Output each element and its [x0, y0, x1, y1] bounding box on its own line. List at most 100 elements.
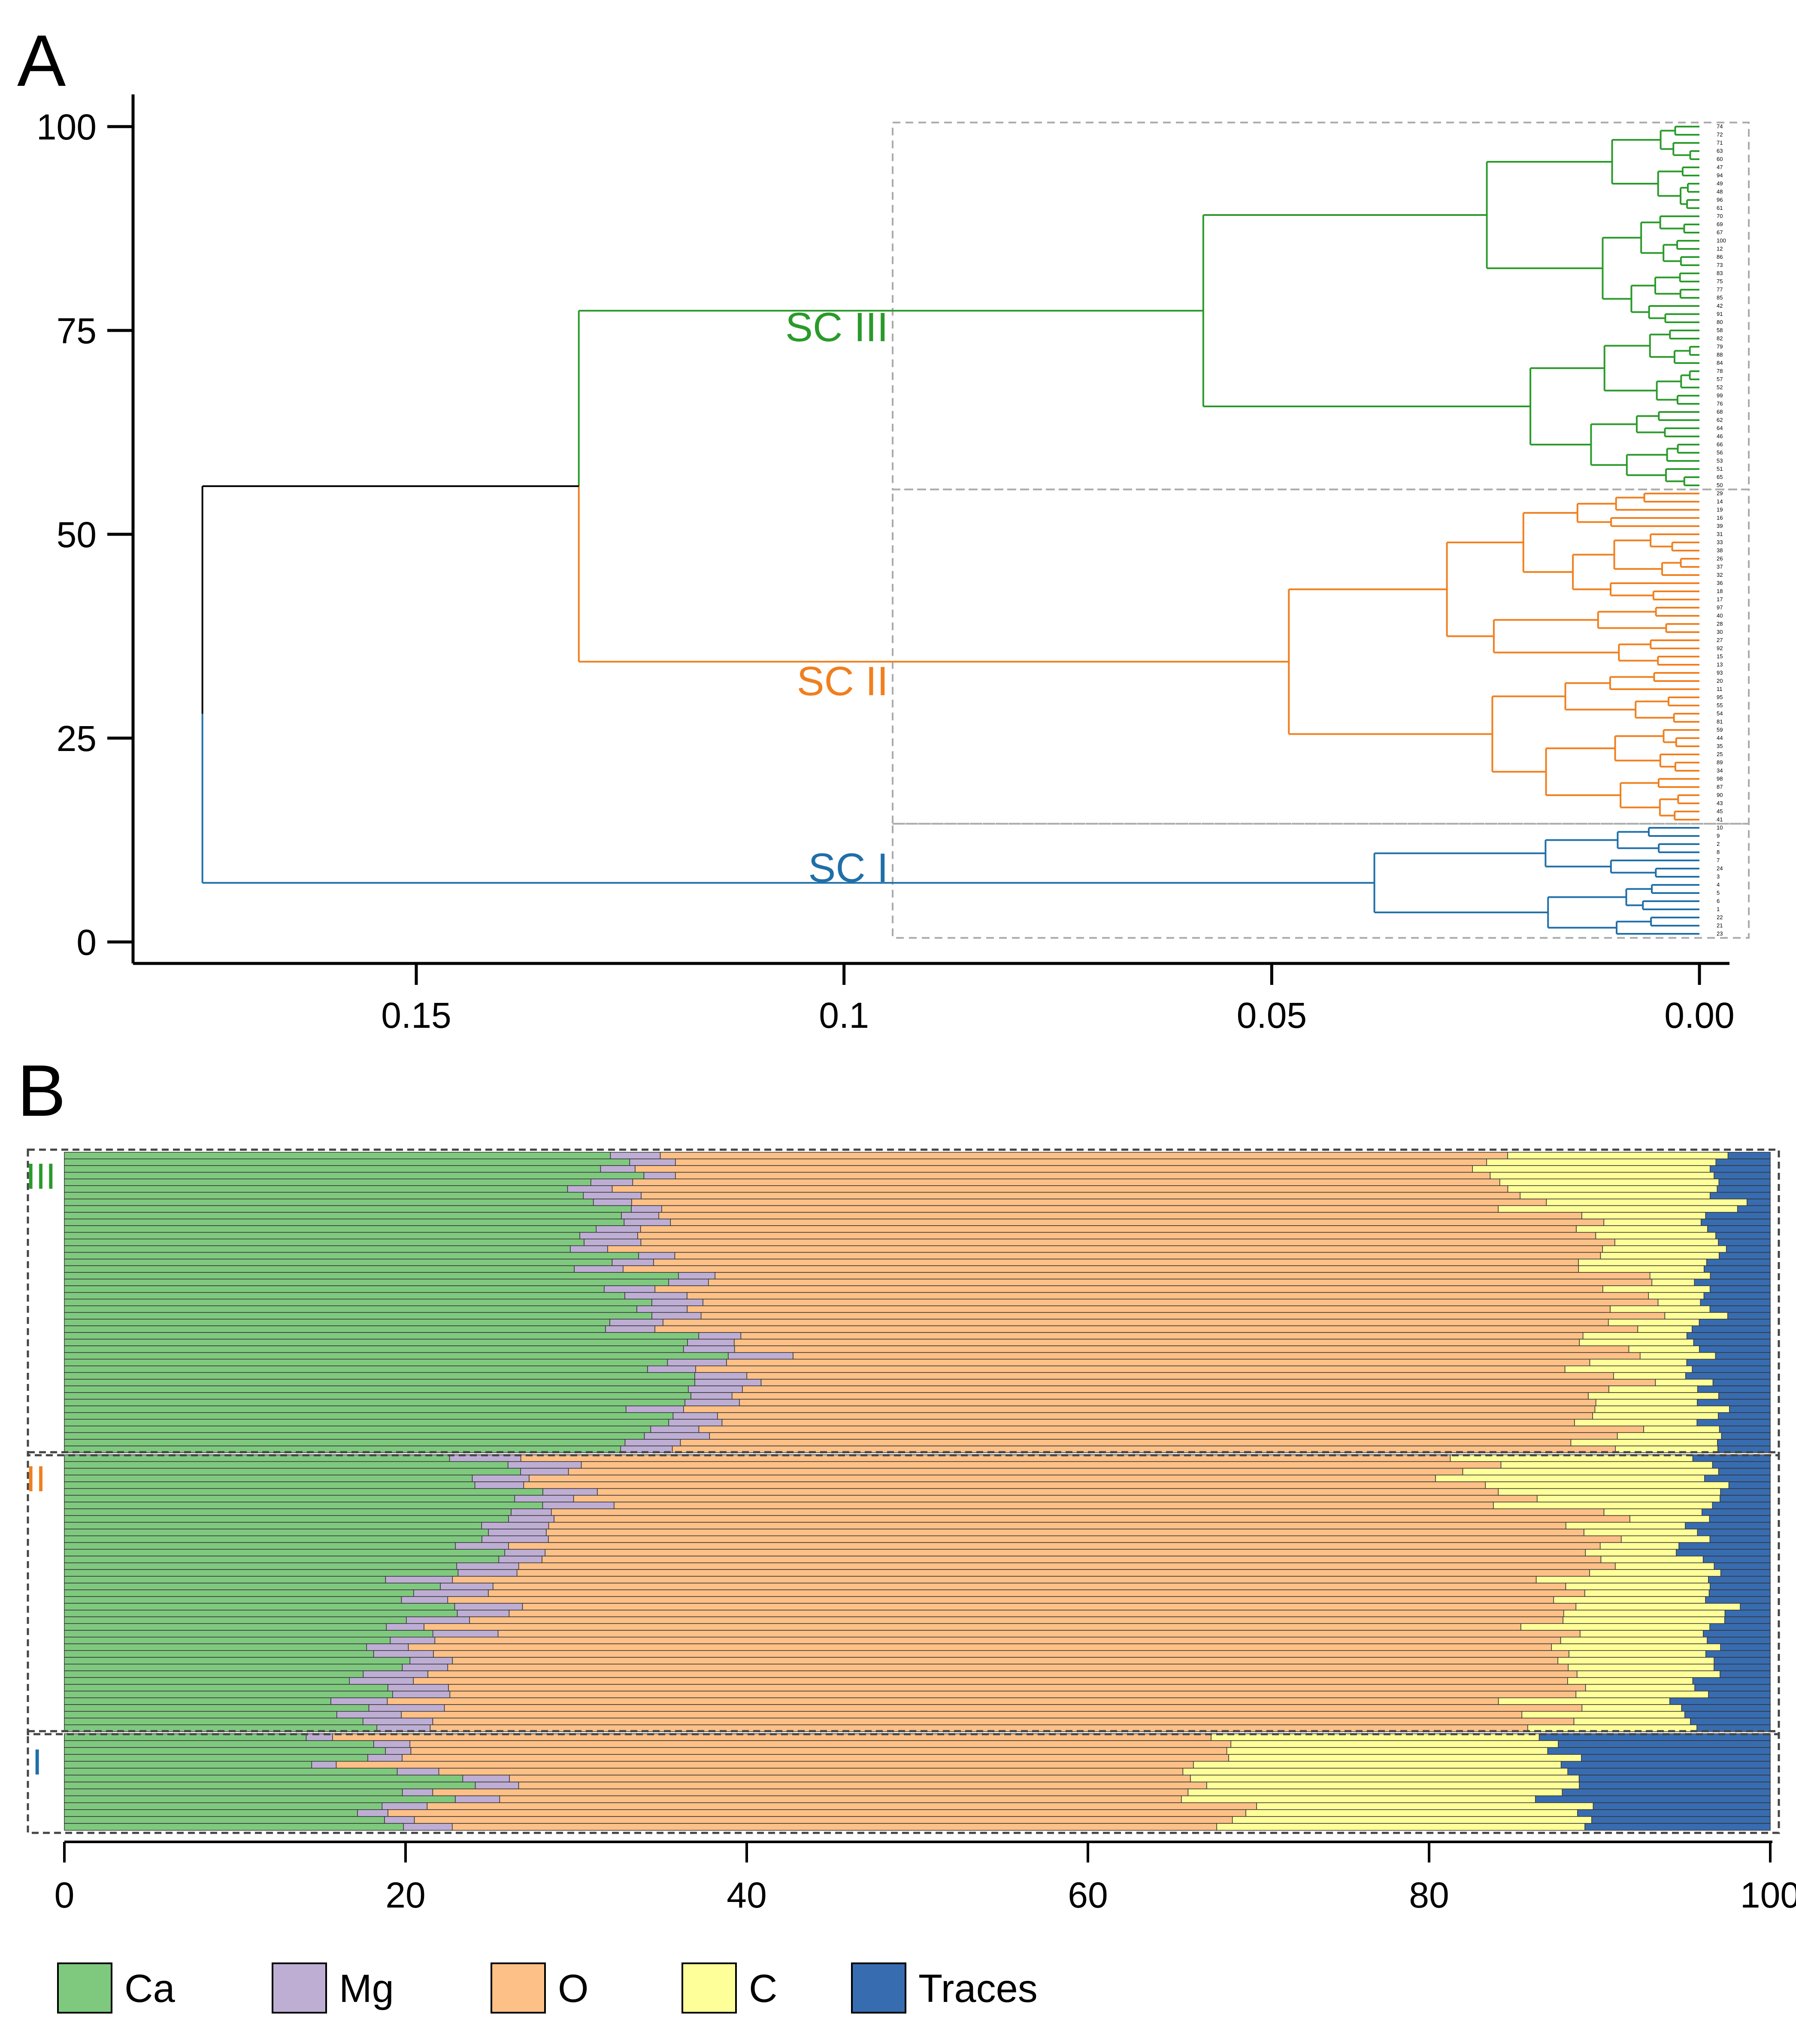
leaf-label: 89	[1717, 759, 1723, 766]
bar-segment-o	[680, 1439, 1572, 1447]
bar-segment-o	[654, 1285, 1603, 1293]
bar-segment-o	[518, 1562, 1616, 1570]
leaf-label: 10	[1717, 824, 1723, 831]
panel-a-letter: A	[17, 20, 66, 102]
bar-segment-o	[734, 1345, 1629, 1353]
bar-segment-c	[1615, 1562, 1715, 1570]
bar-segment-c	[1621, 1535, 1711, 1543]
bar-segment-ca	[64, 1199, 594, 1206]
bar-segment-c	[1617, 1432, 1722, 1440]
legend-swatch-mg	[272, 1962, 327, 2014]
bar-segment-ca	[64, 1205, 632, 1213]
bar-segment-ca	[64, 1412, 674, 1420]
x-tick-label: 0.05	[1237, 995, 1307, 1036]
bar-segment-o	[614, 1502, 1494, 1509]
group-i-label: I	[32, 1742, 42, 1782]
bar-segment-o	[554, 1515, 1630, 1523]
bar-segment-ca	[64, 1432, 645, 1440]
leaf-label: 85	[1717, 294, 1723, 301]
bar-segment-traces	[1724, 1616, 1771, 1624]
leaf-label: 57	[1717, 376, 1723, 382]
bar-segment-o	[640, 1239, 1615, 1246]
bar-segment-mg	[311, 1761, 337, 1769]
leaf-label: 70	[1717, 213, 1723, 219]
bar-segment-ca	[64, 1392, 691, 1400]
bar-segment-ca	[64, 1596, 402, 1604]
bar-segment-o	[388, 1809, 1246, 1817]
y-tick-label: 50	[57, 515, 97, 555]
bar-segment-c	[1588, 1392, 1719, 1400]
bar-segment-mg	[440, 1583, 494, 1590]
leaf-label: 4	[1717, 881, 1720, 888]
bar-segment-c	[1595, 1232, 1716, 1239]
bar-segment-c	[1576, 1225, 1708, 1233]
bar-segment-mg	[624, 1439, 681, 1447]
bar-segment-o	[623, 1265, 1579, 1273]
leaf-label: 5	[1717, 890, 1720, 896]
bar-segment-traces	[1693, 1338, 1771, 1346]
bar-segment-ca	[64, 1278, 669, 1286]
bar-segment-traces	[1708, 1576, 1771, 1584]
bar-segment-traces	[1727, 1152, 1771, 1160]
dendrogram-axes	[131, 94, 1729, 965]
bar-segment-o	[739, 1399, 1596, 1406]
bar-segment-o	[424, 1623, 1521, 1631]
bar-segment-c	[1230, 1740, 1559, 1748]
bar-segment-o	[548, 1522, 1566, 1529]
bar-segment-ca	[64, 1325, 606, 1333]
bar-segment-mg	[401, 1596, 448, 1604]
bar-segment-mg	[514, 1495, 574, 1502]
bar-segment-ca	[64, 1399, 685, 1406]
bar-segment-traces	[1591, 1816, 1771, 1824]
bar-segment-ca	[64, 1603, 455, 1611]
bar-segment-ca	[64, 1225, 597, 1233]
bar-segment-traces	[1747, 1199, 1771, 1206]
leaf-label: 72	[1717, 131, 1723, 138]
leaf-label: 93	[1717, 669, 1723, 676]
bar-x-tick-label: 0	[55, 1875, 75, 1915]
bar-segment-o	[709, 1432, 1618, 1440]
bar-segment-c	[1216, 1823, 1585, 1831]
bar-segment-ca	[64, 1690, 393, 1699]
bar-segment-traces	[1720, 1495, 1771, 1502]
bar-segment-mg	[625, 1405, 684, 1413]
bar-segment-ca	[64, 1704, 369, 1712]
bar-segment-traces	[1724, 1610, 1771, 1617]
leaf-label: 47	[1717, 164, 1723, 170]
bar-segment-c	[1498, 1205, 1738, 1213]
bar-segment-ca	[64, 1717, 363, 1726]
bar-segment-ca	[64, 1292, 625, 1299]
bar-segment-traces	[1535, 1795, 1771, 1803]
bar-segment-mg	[475, 1781, 519, 1790]
bar-segment-o	[637, 1232, 1596, 1239]
bar-segment-traces	[1719, 1252, 1771, 1260]
bar-segment-ca	[64, 1312, 652, 1320]
bar-segment-c	[1565, 1583, 1711, 1590]
bar-segment-traces	[1676, 1549, 1771, 1556]
bar-segment-mg	[406, 1616, 470, 1624]
cluster-box	[892, 488, 1750, 825]
bar-segment-c	[1600, 1252, 1720, 1260]
bar-segment-ca	[64, 1218, 625, 1226]
bar-segment-c	[1507, 1152, 1729, 1160]
bar-segment-mg	[474, 1481, 524, 1489]
bar-x-axis-ticks: 0 20 40 60 80 100	[55, 1842, 1796, 1915]
bar-segment-o	[746, 1372, 1614, 1380]
bar-segment-c	[1498, 1488, 1721, 1496]
bar-segment-mg	[409, 1657, 453, 1665]
leaf-label: 52	[1717, 384, 1723, 391]
leaf-label: 96	[1717, 197, 1723, 203]
leaf-label: 69	[1717, 221, 1723, 227]
leaf-label: 76	[1717, 400, 1723, 407]
bar-segment-o	[387, 1697, 1499, 1705]
bar-segment-mg	[583, 1192, 642, 1199]
leaf-label: 77	[1717, 286, 1723, 293]
bar-segment-ca	[64, 1419, 669, 1426]
bar-segment-mg	[386, 1623, 424, 1631]
leaf-label: 87	[1717, 784, 1723, 790]
bar-segment-mg	[336, 1711, 402, 1719]
bar-x-tick-label: 80	[1409, 1875, 1449, 1915]
bar-segment-mg	[604, 1285, 655, 1293]
bar-segment-o	[522, 1603, 1577, 1611]
